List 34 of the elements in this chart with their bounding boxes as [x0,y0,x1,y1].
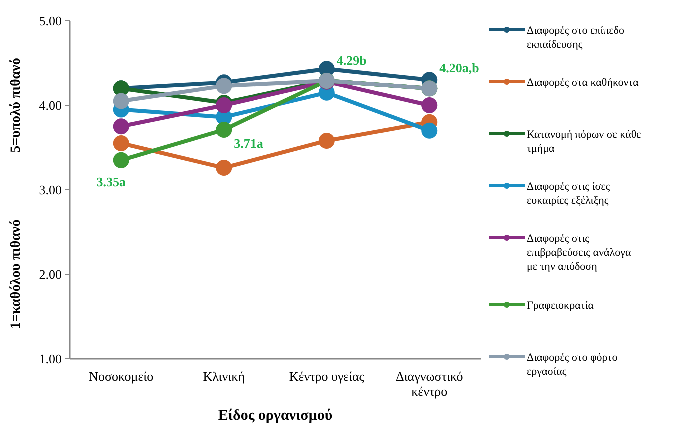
y-tick-label: 5.00 [39,14,62,29]
x-tick-label: Κλινική [203,369,246,384]
y-tick-label: 4.00 [39,98,62,114]
y-tick-label: 1.00 [39,352,62,367]
y-tick-label: 2.00 [39,267,62,282]
annotation: 4.20a,b [440,60,480,76]
annotation: 3.35a [96,174,126,190]
legend-label: Διαφορές στο επίπεδο εκπαίδευσης [527,25,625,51]
point [216,98,232,114]
text: 5=υπολύ πιθανό [9,58,24,153]
legend-label: Γραφειοκρατία [527,300,594,312]
legend-label: Διαφορές στις ίσες ευκαιρίες εξέλιξης [527,181,611,207]
point [216,160,232,176]
x-tick-label: Κέντρο υγείας [289,369,366,384]
point [113,118,130,135]
x-tick-label: Διαγνωστικό κέντρο [396,369,464,399]
point [422,98,438,114]
x-axis-title: Είδος οργανισμού [218,408,333,424]
point [216,78,232,94]
point [113,152,130,168]
point [318,132,335,149]
annotation: 3.71a [234,136,264,152]
legend-label: Κατανομή πόρων σε κάθε τμήμα [527,129,642,155]
point [113,136,130,152]
legend-label: Διαφορές στις επιβραβεύσεις ανάλογα με την απόδοση [527,233,632,273]
legend-label: Διαφορές στο φόρτο εργασίας [527,352,618,378]
point [422,122,438,139]
point [216,122,232,138]
legend-label: Διαφορές στα καθήκοντα [527,77,640,89]
annotation: 4.29b [336,52,367,68]
point [113,93,130,110]
y-axis-title: 1=καθόλου πιθανό [9,220,24,330]
y-tick-label: 3.00 [39,182,62,198]
x-tick-label: Νοσοκομείο [89,369,154,384]
